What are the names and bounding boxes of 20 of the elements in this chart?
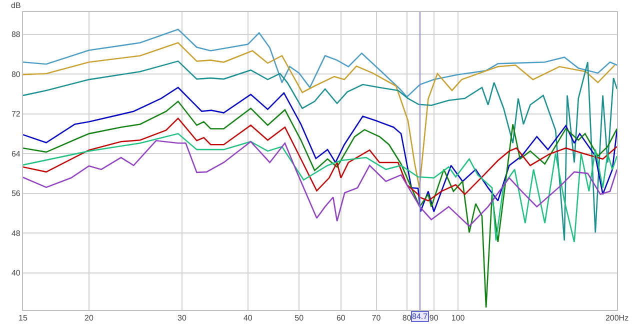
x-tick-label: 200Hz xyxy=(605,314,629,323)
x-tick-label: 80 xyxy=(402,314,412,323)
x-tick-label: 50 xyxy=(294,314,304,323)
y-tick-label: 48 xyxy=(11,228,21,238)
ref-line-label: 84.7 xyxy=(412,312,428,321)
x-tick-label: 15 xyxy=(18,314,28,323)
y-tick-label: 80 xyxy=(11,70,21,79)
x-tick-label: 40 xyxy=(243,314,253,323)
x-tick-label: 70 xyxy=(372,314,382,323)
y-tick-label: 64 xyxy=(11,149,21,158)
x-tick-label: 90 xyxy=(429,314,439,323)
x-tick-label: 60 xyxy=(336,314,346,323)
y-tick-label: 56 xyxy=(11,189,21,198)
y-tick-label: 72 xyxy=(11,110,21,119)
x-tick-label: 30 xyxy=(177,314,187,323)
y-axis-title: dB xyxy=(11,1,21,10)
x-tick-label: 20 xyxy=(84,314,94,323)
y-tick-label: 40 xyxy=(11,268,21,278)
y-tick-label: 88 xyxy=(11,30,21,40)
x-tick-label: 100 xyxy=(451,314,466,323)
